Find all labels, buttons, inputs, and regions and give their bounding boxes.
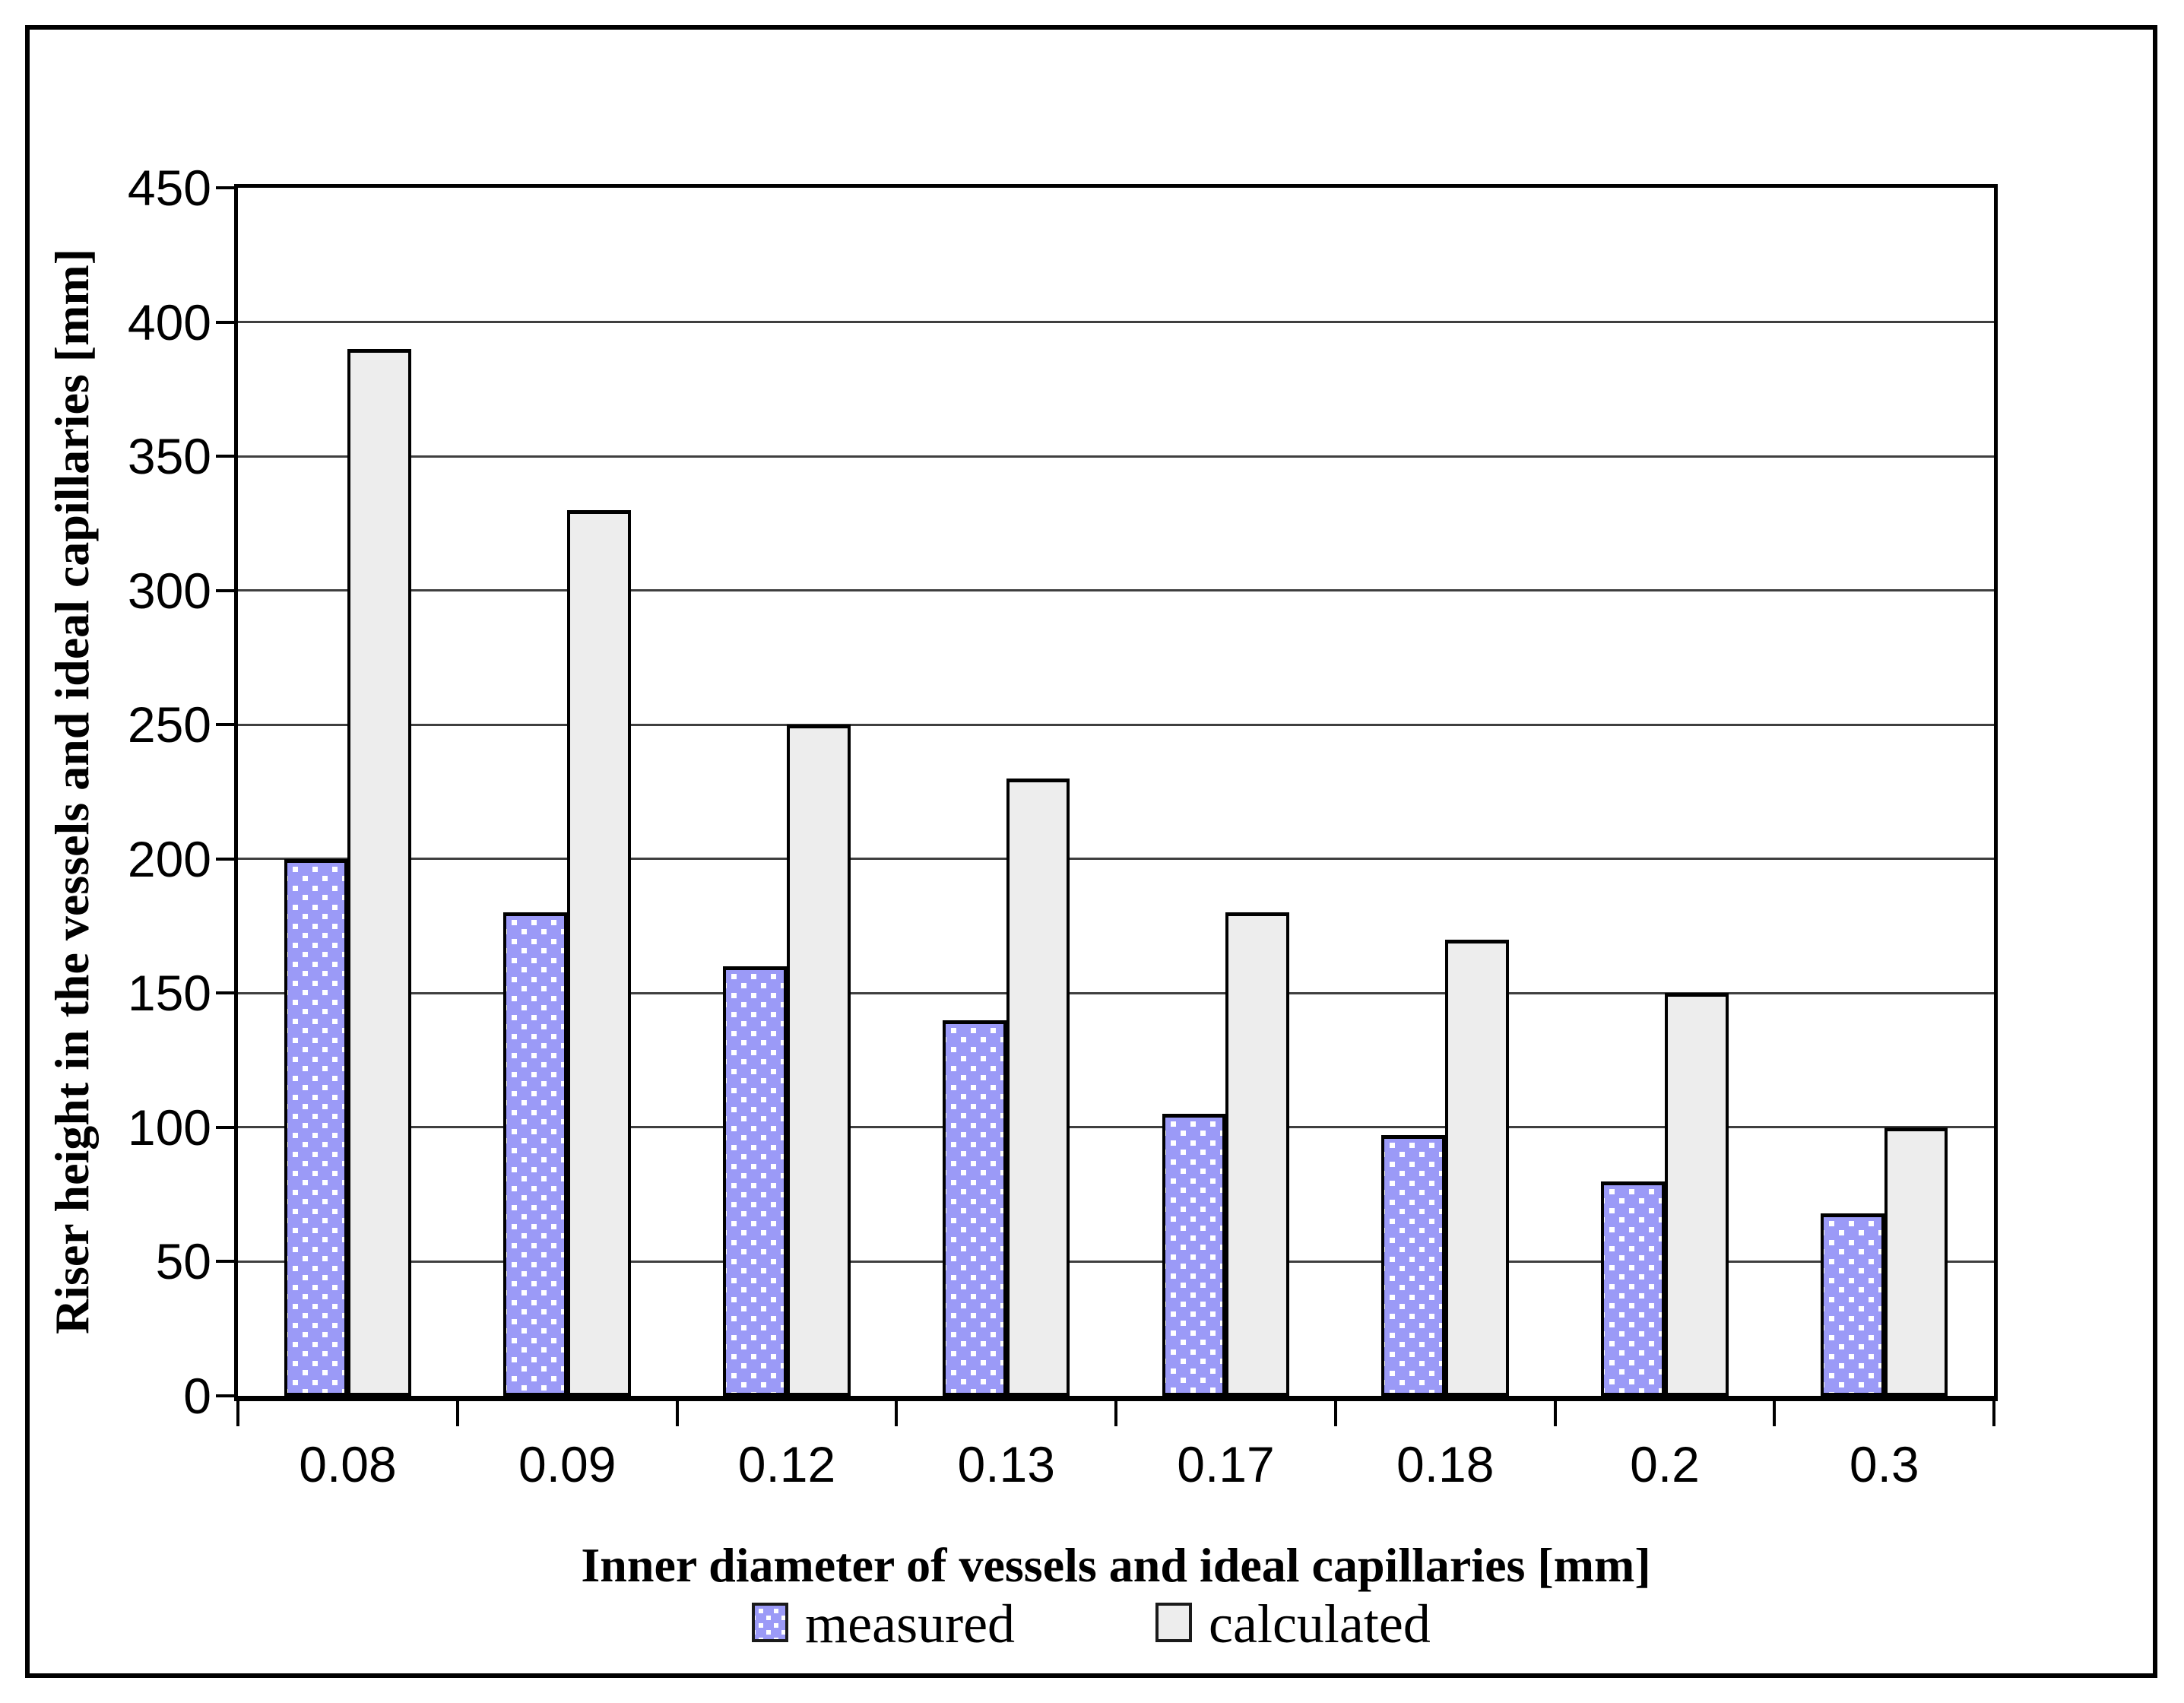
y-tick-label: 350 <box>127 428 211 485</box>
gridline-y-150 <box>238 991 1994 994</box>
bar-calculated-0.13 <box>1006 778 1070 1396</box>
x-axis-tick <box>1333 1396 1337 1426</box>
bar-measured-0.17 <box>1162 1114 1226 1396</box>
y-axis-tick <box>216 723 234 727</box>
legend-item-calculated: calculated <box>1155 1595 1431 1653</box>
bar-measured-0.08 <box>284 858 348 1396</box>
x-axis-title: Inner diameter of vessels and ideal capi… <box>581 1538 1651 1592</box>
gridline-y-250 <box>238 723 1994 726</box>
y-axis-tick <box>216 455 234 458</box>
x-axis-tick <box>675 1396 679 1426</box>
y-axis-tick <box>216 991 234 995</box>
x-tick-label: 0.3 <box>1849 1436 1919 1492</box>
gridline-y-300 <box>238 589 1994 592</box>
x-tick-label: 0.09 <box>518 1436 617 1492</box>
category-group-0.3 <box>1774 188 1994 1396</box>
x-tick-label: 0.18 <box>1396 1436 1495 1492</box>
y-axis-tick <box>216 1394 234 1397</box>
legend-swatch-measured <box>752 1603 789 1642</box>
bar-calculated-0.12 <box>786 725 851 1396</box>
y-tick-label: 100 <box>127 1099 211 1156</box>
x-axis-tick <box>1773 1396 1777 1426</box>
x-axis-tick <box>236 1396 239 1426</box>
bar-calculated-0.09 <box>567 509 631 1396</box>
x-axis-tick <box>1114 1396 1117 1426</box>
bar-calculated-0.17 <box>1225 912 1290 1396</box>
category-group-0.17 <box>1116 188 1336 1396</box>
bar-calculated-0.2 <box>1664 993 1729 1396</box>
y-tick-label: 250 <box>127 696 211 753</box>
bar-measured-0.13 <box>942 1020 1006 1396</box>
bar-measured-0.3 <box>1820 1213 1884 1396</box>
category-group-0.2 <box>1555 188 1775 1396</box>
gridline-y-50 <box>238 1260 1994 1263</box>
y-tick-label: 200 <box>127 830 211 887</box>
x-tick-label: 0.13 <box>957 1436 1055 1492</box>
legend-item-measured: measured <box>752 1595 1015 1653</box>
bar-calculated-0.3 <box>1884 1127 1948 1396</box>
legend: measured calculated <box>25 1595 2157 1653</box>
legend-label-calculated: calculated <box>1209 1594 1431 1654</box>
bar-calculated-0.08 <box>347 348 412 1396</box>
y-axis-tick <box>216 1125 234 1129</box>
category-group-0.09 <box>458 188 677 1396</box>
x-tick-label: 0.2 <box>1630 1436 1700 1492</box>
category-group-0.13 <box>896 188 1116 1396</box>
bar-measured-0.2 <box>1601 1181 1665 1396</box>
x-axis-tick <box>1992 1396 1995 1426</box>
bar-calculated-0.18 <box>1445 939 1509 1396</box>
bar-measured-0.12 <box>723 966 787 1396</box>
x-axis-tick <box>455 1396 459 1426</box>
y-tick-label: 150 <box>127 965 211 1022</box>
bar-measured-0.09 <box>503 912 568 1396</box>
x-axis-tick <box>1553 1396 1557 1426</box>
y-axis-tick <box>216 186 234 189</box>
x-tick-label: 0.12 <box>737 1436 836 1492</box>
y-tick-label: 0 <box>183 1368 211 1424</box>
bar-measured-0.18 <box>1381 1135 1446 1396</box>
y-tick-label: 300 <box>127 562 211 619</box>
legend-swatch-calculated <box>1155 1603 1193 1642</box>
y-axis-tick <box>216 857 234 861</box>
category-group-0.08 <box>238 188 458 1396</box>
y-axis-title: Riser height in the vessels and ideal ca… <box>45 248 99 1335</box>
gridline-y-350 <box>238 455 1994 458</box>
legend-label-measured: measured <box>805 1594 1016 1654</box>
category-group-0.18 <box>1336 188 1555 1396</box>
y-axis-tick <box>216 320 234 324</box>
y-tick-label: 50 <box>155 1233 211 1290</box>
gridline-y-100 <box>238 1126 1994 1129</box>
y-tick-label: 400 <box>127 293 211 350</box>
y-tick-label: 450 <box>127 160 211 216</box>
plot-area: 450 400 350 300 250 200 150 100 50 0 0.08 0.09 0.12 0… <box>128 160 1998 1492</box>
x-tick-label: 0.17 <box>1177 1436 1275 1492</box>
y-axis-tick <box>216 1260 234 1264</box>
x-tick-label: 0.08 <box>299 1436 397 1492</box>
x-axis-tick <box>895 1396 899 1426</box>
gridline-y-400 <box>238 321 1994 324</box>
gridline-y-200 <box>238 858 1994 861</box>
category-group-0.12 <box>677 188 897 1396</box>
y-axis-tick <box>216 588 234 592</box>
